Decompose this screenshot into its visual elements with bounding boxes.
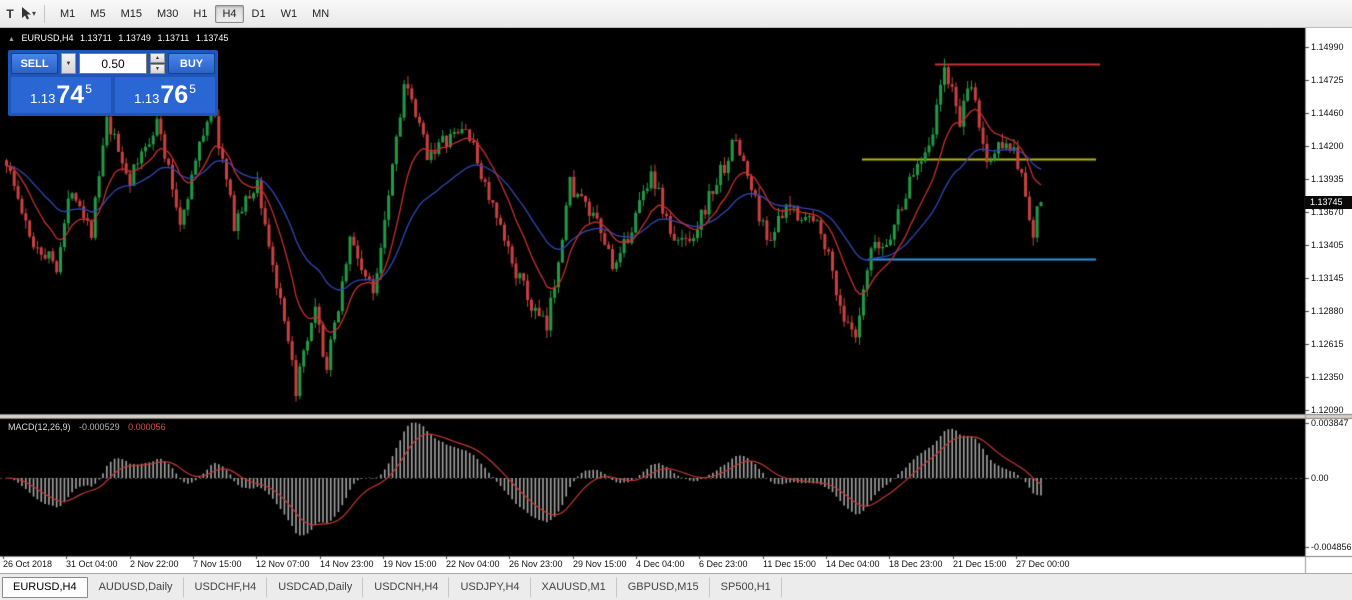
time-axis-label: 14 Dec 04:00 (826, 559, 880, 569)
bid-pips: 74 (56, 80, 85, 109)
timeframe-h1[interactable]: H1 (186, 5, 214, 23)
volume-increase-button[interactable]: ▲ (150, 53, 165, 63)
symbol-tab-bar: EURUSD,H4 AUDUSD,Daily USDCHF,H4 USDCAD,Dai… (0, 573, 1352, 600)
time-axis-label: 4 Dec 04:00 (636, 559, 685, 569)
bid-big-figure: 1.13 (30, 91, 56, 106)
timeframe-m5[interactable]: M5 (83, 5, 112, 23)
timeframe-w1[interactable]: W1 (274, 5, 305, 23)
timeframe-d1[interactable]: D1 (245, 5, 273, 23)
bid-price-panel[interactable]: 1.13 74 5 (11, 77, 111, 113)
time-axis-label: 2 Nov 22:00 (130, 559, 179, 569)
price-axis-label: 1.13405 (1311, 240, 1344, 250)
price-axis[interactable]: 1.14990 1.14725 1.14460 1.14200 1.13935 1.136… (1305, 28, 1352, 573)
tab-usdchf-h4[interactable]: USDCHF,H4 (184, 577, 268, 598)
time-axis-label: 14 Nov 23:00 (320, 559, 374, 569)
time-axis-label: 26 Oct 2018 (3, 559, 53, 569)
timeframe-m1[interactable]: M1 (53, 5, 82, 23)
price-axis-label: 1.12350 (1311, 372, 1344, 382)
toolbar-separator (44, 4, 46, 23)
chart-tool-icon[interactable]: T (6, 6, 14, 21)
time-axis-label: 11 Dec 15:00 (763, 559, 816, 569)
volume-decrease-button[interactable]: ▼ (150, 64, 165, 74)
tab-sp500-h1[interactable]: SP500,H1 (710, 577, 782, 598)
volume-spinner: ▲ ▼ (150, 53, 165, 74)
time-axis-label: 22 Nov 04:00 (446, 559, 500, 569)
timeframe-bar: M1 M5 M15 M30 H1 H4 D1 W1 MN (53, 4, 336, 23)
macd-axis-label: 0.003847 (1311, 418, 1349, 428)
timeframe-m15[interactable]: M15 (114, 5, 149, 23)
tab-usdjpy-h4[interactable]: USDJPY,H4 (449, 577, 531, 598)
timeframe-h4[interactable]: H4 (215, 4, 244, 23)
current-price-badge: 1.13745 (1305, 196, 1352, 209)
volume-dropdown-button[interactable]: ▼ (61, 53, 76, 74)
tab-gbpusd-m15[interactable]: GBPUSD,M15 (617, 577, 710, 598)
price-chart-canvas[interactable] (0, 28, 1352, 573)
time-axis-label: 21 Dec 15:00 (953, 559, 1007, 569)
macd-axis-label: 0.00 (1311, 473, 1329, 483)
price-axis-label: 1.12880 (1311, 306, 1344, 316)
price-axis-label: 1.13670 (1311, 207, 1344, 217)
price-axis-label: 1.12090 (1311, 405, 1344, 415)
tab-eurusd-h4[interactable]: EURUSD,H4 (2, 577, 88, 598)
price-axis-label: 1.14460 (1311, 108, 1344, 118)
ask-big-figure: 1.13 (134, 91, 160, 106)
time-axis-label: 7 Nov 15:00 (193, 559, 242, 569)
volume-input[interactable] (79, 53, 147, 74)
top-toolbar: T ▾ M1 M5 M15 M30 H1 H4 D1 W1 MN (0, 0, 1352, 28)
bid-point: 5 (85, 82, 92, 96)
price-axis-label: 1.14200 (1311, 141, 1344, 151)
time-axis-label: 31 Oct 04:00 (66, 559, 118, 569)
sell-button[interactable]: SELL (11, 53, 58, 74)
tab-usdcnh-h4[interactable]: USDCNH,H4 (363, 577, 450, 598)
time-axis-label: 19 Nov 15:00 (383, 559, 437, 569)
ask-pips: 76 (160, 80, 189, 109)
price-axis-label: 1.12615 (1311, 339, 1344, 349)
time-axis-label: 27 Dec 00:00 (1016, 559, 1070, 569)
time-axis-label: 29 Nov 15:00 (573, 559, 627, 569)
timeframe-m30[interactable]: M30 (150, 5, 185, 23)
price-axis-label: 1.13935 (1311, 174, 1344, 184)
cursor-tool-icon[interactable] (18, 4, 34, 24)
buy-button[interactable]: BUY (168, 53, 215, 74)
timeframe-mn[interactable]: MN (305, 5, 336, 23)
ask-point: 5 (189, 82, 196, 96)
macd-axis-label: -0.004856 (1311, 542, 1352, 552)
time-axis-label: 26 Nov 23:00 (509, 559, 563, 569)
time-axis[interactable]: 26 Oct 2018 31 Oct 04:00 2 Nov 22:00 7 Nov … (0, 556, 1305, 573)
ask-price-panel[interactable]: 1.13 76 5 (115, 77, 215, 113)
time-axis-label: 12 Nov 07:00 (256, 559, 310, 569)
price-axis-label: 1.13145 (1311, 273, 1344, 283)
cursor-arrow-icon (21, 7, 31, 20)
price-axis-label: 1.14990 (1311, 42, 1344, 52)
price-axis-label: 1.14725 (1311, 75, 1344, 85)
tab-xauusd-m1[interactable]: XAUUSD,M1 (531, 577, 617, 598)
time-axis-label: 6 Dec 23:00 (699, 559, 748, 569)
tab-usdcad-daily[interactable]: USDCAD,Daily (267, 577, 364, 598)
time-axis-label: 18 Dec 23:00 (889, 559, 943, 569)
tab-audusd-daily[interactable]: AUDUSD,Daily (88, 577, 184, 598)
cursor-tool-dropdown-icon[interactable]: ▾ (32, 9, 37, 18)
